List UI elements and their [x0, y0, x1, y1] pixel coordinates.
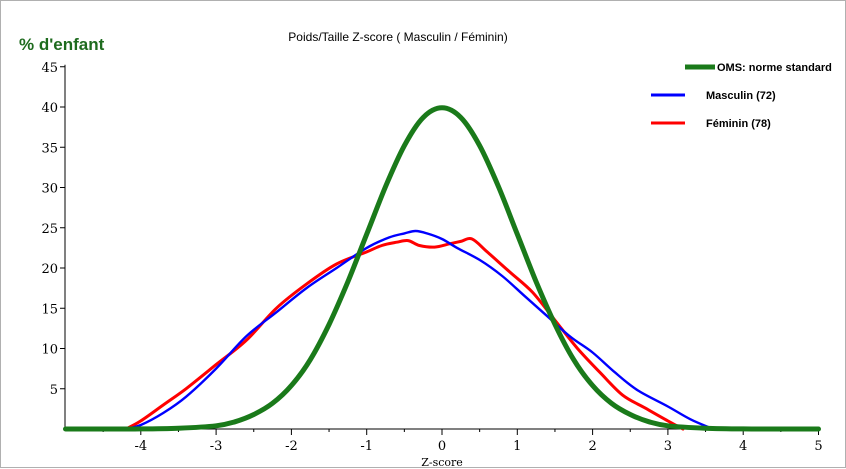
legend: OMS: norme standard Masculin (72) Féminin …	[651, 62, 832, 130]
y-axis-label: % d'enfant	[19, 35, 105, 54]
x-tick-label: 2	[588, 439, 596, 454]
x-axis-label: Z-score	[421, 456, 463, 469]
legend-feminin-label: Féminin (78)	[706, 118, 771, 130]
legend-masculin-label: Masculin (72)	[706, 90, 776, 102]
y-tick-label: 40	[41, 101, 58, 116]
y-tick-label: 35	[41, 141, 58, 156]
x-tick-label: -2	[285, 439, 298, 454]
x-tick-label: -1	[360, 439, 373, 454]
x-tick-label: 4	[739, 439, 747, 454]
series-oms-line	[63, 105, 821, 432]
chart-title: Poids/Taille Z-score ( Masculin / Fémini…	[288, 30, 507, 44]
x-tick-label: 0	[438, 439, 446, 454]
x-tick-label: 5	[814, 439, 822, 454]
x-tick-label: 1	[513, 439, 521, 454]
series-masculin-line	[124, 229, 715, 431]
x-tick-label: -4	[134, 439, 147, 454]
y-tick-label: 25	[41, 222, 58, 237]
y-tick-label: 20	[41, 262, 58, 277]
y-tick-label: 10	[41, 343, 58, 358]
y-tick-label: 15	[41, 302, 58, 317]
y-tick-label: 5	[50, 383, 58, 398]
series-lines	[63, 105, 821, 432]
series-feminin-line	[124, 237, 685, 431]
y-tick-label: 45	[41, 61, 58, 76]
y-tick-label: 30	[41, 182, 58, 197]
x-tick-label: 3	[664, 439, 672, 454]
legend-oms-label: OMS: norme standard	[717, 62, 832, 74]
x-tick-label: -3	[210, 439, 223, 454]
